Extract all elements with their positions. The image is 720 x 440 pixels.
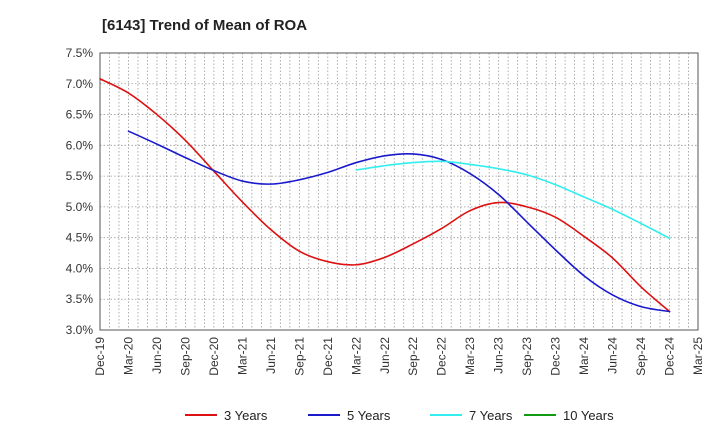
y-tick-label: 4.5% <box>66 231 94 245</box>
plot-area <box>100 53 698 330</box>
series-layer <box>99 78 671 313</box>
y-tick-label: 7.0% <box>66 77 94 91</box>
x-tick-label: Jun-20 <box>150 337 164 374</box>
x-tick-label: Dec-24 <box>663 337 677 376</box>
x-tick-label: Jun-21 <box>264 337 278 374</box>
x-tick-label: Sep-20 <box>178 337 192 376</box>
x-tick-label: Dec-23 <box>549 337 563 376</box>
series-line-7-years <box>355 160 671 240</box>
x-tick-label: Mar-22 <box>349 337 363 375</box>
legend: 3 Years 5 Years 7 Years 10 Years <box>185 408 614 423</box>
x-tick-label: Dec-20 <box>207 337 221 376</box>
x-tick-label: Jun-24 <box>606 337 620 374</box>
x-tick-label: Mar-23 <box>463 337 477 375</box>
horizontal-gridlines <box>100 83 698 300</box>
series-line-5-years <box>127 130 671 313</box>
vertical-gridlines <box>109 53 689 330</box>
x-tick-label: Dec-19 <box>93 337 107 376</box>
y-tick-label: 3.5% <box>66 292 94 306</box>
series-line-3-years <box>99 78 671 313</box>
x-tick-label: Dec-22 <box>435 337 449 376</box>
legend-label-3-years: 3 Years <box>224 408 268 423</box>
legend-label-7-years: 7 Years <box>469 408 513 423</box>
x-tick-label: Sep-21 <box>292 337 306 376</box>
legend-label-10-years: 10 Years <box>563 408 614 423</box>
y-axis-ticks: 3.0% 3.5% 4.0% 4.5% 5.0% 5.5% 6.0% 6.5% 7.0% 7.5% <box>66 46 94 337</box>
x-tick-label: Sep-23 <box>520 337 534 376</box>
x-tick-label: Mar-25 <box>691 337 705 375</box>
y-tick-label: 6.5% <box>66 108 94 122</box>
x-tick-label: Jun-22 <box>378 337 392 374</box>
x-tick-label: Dec-21 <box>321 337 335 376</box>
y-tick-label: 7.5% <box>66 46 94 60</box>
plot-frame <box>99 52 699 331</box>
y-tick-label: 6.0% <box>66 138 94 152</box>
x-tick-label: Mar-24 <box>577 337 591 375</box>
x-axis-ticks: Dec-19 Mar-20 Jun-20 Sep-20 Dec-20 Mar-21 Jun-… <box>93 337 705 376</box>
y-tick-label: 3.0% <box>66 323 94 337</box>
legend-label-5-years: 5 Years <box>347 408 391 423</box>
x-tick-label: Mar-21 <box>235 337 249 375</box>
chart-title: [6143] Trend of Mean of ROA <box>102 17 307 34</box>
y-tick-label: 5.0% <box>66 200 94 214</box>
x-tick-label: Jun-23 <box>492 337 506 374</box>
x-tick-label: Sep-24 <box>634 337 648 376</box>
x-tick-label: Mar-20 <box>121 337 135 375</box>
y-tick-label: 5.5% <box>66 169 94 183</box>
x-tick-label: Sep-22 <box>406 337 420 376</box>
y-tick-label: 4.0% <box>66 261 94 275</box>
